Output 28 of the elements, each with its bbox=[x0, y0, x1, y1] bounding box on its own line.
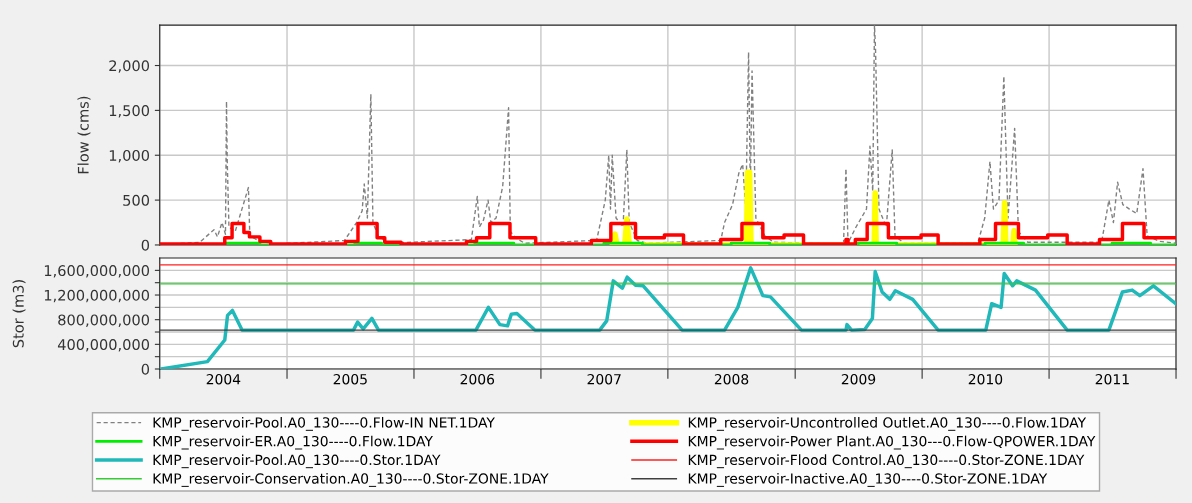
x-tick-label: 2010 bbox=[968, 373, 1003, 385]
y-tick-label: 500 bbox=[123, 194, 150, 206]
y-axis-title: Flow (cms) bbox=[77, 96, 91, 174]
x-tick-label: 2009 bbox=[841, 373, 876, 385]
legend-label: KMP_reservoir-ER.A0_130----0.Flow.1DAY bbox=[153, 435, 433, 450]
y-tick-label: 1,200,000,000 bbox=[44, 289, 150, 303]
x-tick-label: 2004 bbox=[206, 373, 241, 385]
y-tick-label: 1,600,000,000 bbox=[44, 265, 150, 278]
legend-label: KMP_reservoir-Power Plant.A0_130---0.Flow-QPOWER.1DAY bbox=[688, 435, 1096, 450]
x-tick-label: 2008 bbox=[714, 373, 749, 385]
y-tick-label: 2,000 bbox=[109, 60, 150, 73]
x-tick-label: 2007 bbox=[587, 373, 621, 385]
legend-label: KMP_reservoir-Conservation.A0_130----0.Stor-ZONE.1DAY bbox=[153, 473, 549, 487]
x-tick-label: 2011 bbox=[1095, 373, 1129, 385]
y-axis-title: Stor (m3) bbox=[12, 280, 26, 348]
x-tick-label: 2006 bbox=[460, 373, 495, 385]
y-tick-label: 800,000,000 bbox=[58, 314, 150, 327]
y-tick-label: 1,000 bbox=[109, 149, 150, 163]
y-tick-label: 0 bbox=[141, 363, 150, 375]
legend-label: KMP_reservoir-Uncontrolled Outlet.A0_130----0.Flow.1DAY bbox=[688, 416, 1087, 431]
y-tick-label: 1,500 bbox=[109, 105, 150, 118]
y-tick-label: 0 bbox=[141, 239, 150, 251]
legend-label: KMP_reservoir-Inactive.A0_130----0.Stor-ZONE.1DAY bbox=[688, 473, 1048, 487]
legend-label: KMP_reservoir-Pool.A0_130----0.Flow-IN NET.1DAY bbox=[153, 416, 495, 431]
x-tick-label: 2005 bbox=[333, 373, 367, 385]
y-tick-label: 400,000,000 bbox=[57, 339, 150, 352]
legend-label: KMP_reservoir-Flood Control.A0_130----0.Stor-ZONE.1DAY bbox=[688, 454, 1085, 469]
legend-label: KMP_reservoir-Pool.A0_130----0.Stor.1DAY bbox=[153, 454, 441, 469]
